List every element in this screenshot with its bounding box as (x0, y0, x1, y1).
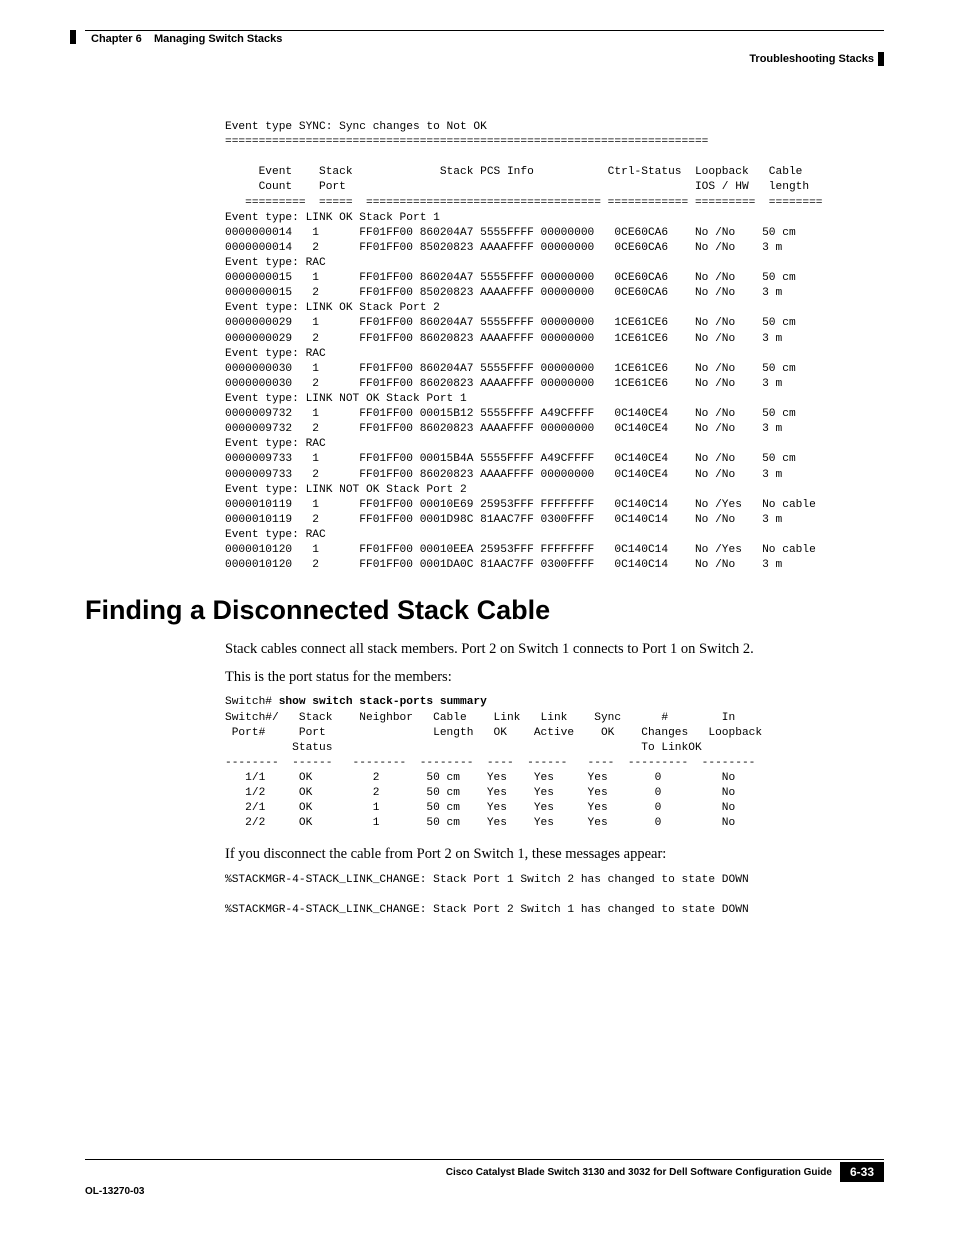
chapter-number: Chapter 6 (91, 33, 142, 45)
chapter-title: Managing Switch Stacks (154, 33, 282, 45)
command-block: Switch# show switch stack-ports summary … (225, 695, 884, 831)
command-output: Switch#/ Stack Neighbor Cable Link Link … (225, 712, 762, 830)
page-footer: Cisco Catalyst Blade Switch 3130 and 303… (85, 1159, 884, 1197)
page-number: 6-33 (840, 1162, 884, 1182)
command-prompt: Switch# (225, 696, 279, 708)
command-text: show switch stack-ports summary (279, 696, 487, 708)
page-header: Chapter 6 Managing Switch Stacks (85, 30, 884, 45)
subheader-accent-bar (878, 52, 884, 66)
section-name: Troubleshooting Stacks (749, 53, 874, 65)
log-messages-block: %STACKMGR-4-STACK_LINK_CHANGE: Stack Por… (225, 873, 884, 918)
footer-doc-id: OL-13270-03 (85, 1186, 884, 1197)
paragraph-2: This is the port status for the members: (225, 668, 884, 688)
section-title: Finding a Disconnected Stack Cable (85, 595, 884, 626)
paragraph-3: If you disconnect the cable from Port 2 … (225, 845, 884, 865)
trace-output-block: Event type SYNC: Sync changes to Not OK … (225, 120, 884, 573)
footer-guide-title: Cisco Catalyst Blade Switch 3130 and 303… (85, 1167, 840, 1178)
header-accent-bar (70, 30, 76, 44)
paragraph-1: Stack cables connect all stack members. … (225, 640, 884, 660)
section-header: Troubleshooting Stacks (85, 53, 884, 65)
